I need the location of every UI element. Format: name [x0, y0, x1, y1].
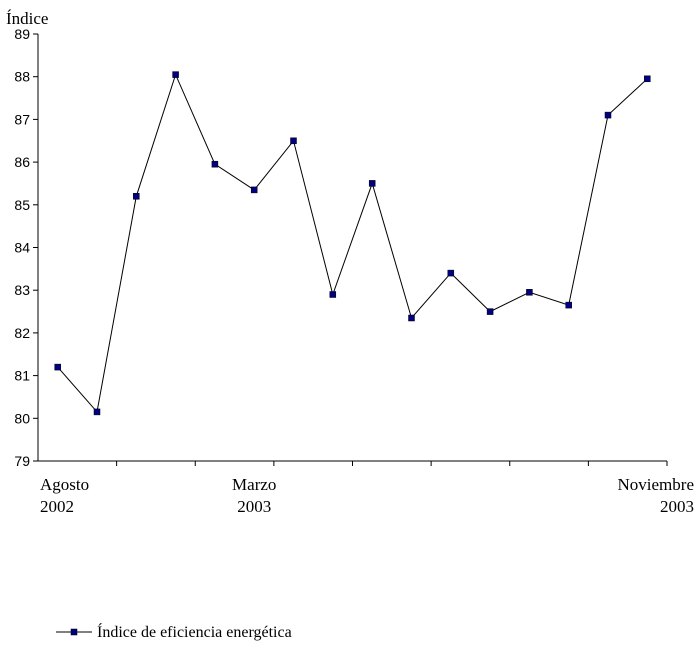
x-tick-label-year: 2003: [660, 497, 694, 516]
y-tick-label: 79: [14, 453, 30, 469]
x-axis-ticks: [116, 461, 668, 466]
data-point: [447, 269, 455, 277]
data-point: [368, 180, 376, 187]
y-tick-label: 84: [14, 240, 30, 256]
x-tick-label: Marzo: [232, 475, 276, 494]
series-line: [57, 73, 648, 414]
y-tick-label: 80: [14, 410, 30, 426]
y-tick-label: 83: [14, 282, 30, 298]
x-tick-label-year: 2003: [237, 497, 271, 516]
x-axis-labels: Agosto 2002 Marzo 2003 Noviembre 2003: [40, 475, 694, 516]
y-tick-label: 81: [14, 368, 30, 384]
data-point: [93, 408, 101, 416]
y-axis-ticks: 79 80 81 82 83 84 85 86 87 88 89: [14, 26, 38, 469]
legend-label: Índice de eficiencia energética: [97, 622, 292, 641]
data-point: [644, 75, 651, 83]
data-point: [290, 137, 297, 145]
data-point: [211, 160, 219, 168]
legend: Índice de eficiencia energética: [56, 622, 292, 641]
data-point: [486, 308, 494, 315]
data-point: [526, 289, 533, 296]
x-tick-label: Agosto: [40, 475, 89, 494]
y-tick-label: 89: [14, 26, 30, 42]
y-tick-label: 88: [14, 69, 30, 85]
series-layer: [54, 71, 651, 416]
y-tick-label: 85: [14, 197, 30, 213]
data-point: [54, 363, 61, 371]
data-point: [250, 186, 258, 194]
axes: [37, 34, 667, 462]
data-point: [329, 291, 337, 298]
y-tick-label: 86: [14, 154, 30, 170]
x-tick-label-year: 2002: [40, 497, 74, 516]
data-point: [408, 314, 415, 322]
legend-marker-sample: [70, 628, 78, 636]
data-point: [133, 193, 140, 200]
data-point: [604, 111, 612, 119]
data-point: [172, 71, 179, 78]
data-point: [565, 301, 572, 309]
x-tick-label: Noviembre: [618, 475, 694, 494]
y-axis-title: Índice: [6, 9, 48, 28]
y-tick-label: 87: [14, 111, 30, 127]
y-tick-label: 82: [14, 325, 30, 341]
